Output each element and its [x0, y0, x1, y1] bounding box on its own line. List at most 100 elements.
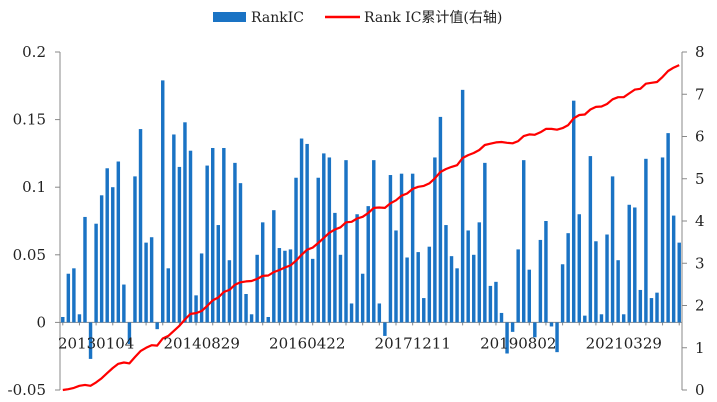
bar [416, 252, 420, 323]
bar [360, 273, 365, 323]
bar [410, 173, 415, 323]
bar [449, 256, 454, 323]
bar [216, 225, 220, 323]
bar [527, 269, 531, 323]
bar [233, 162, 237, 323]
y-right-tick-label: 0 [695, 381, 705, 399]
bar [333, 212, 337, 323]
bar [83, 216, 87, 323]
bar [660, 157, 665, 323]
bar [288, 249, 293, 323]
y-right-tick-label: 4 [695, 212, 705, 230]
bar [105, 168, 109, 323]
bar [122, 284, 126, 323]
bar [94, 223, 98, 323]
bar [427, 246, 432, 323]
y-right-tick-label: 2 [695, 297, 705, 315]
y-left-tick-label: 0 [36, 313, 46, 331]
bar [310, 258, 315, 323]
bar [399, 173, 404, 323]
legend-line-label: Rank IC累计值(右轴) [364, 10, 502, 26]
bar [283, 250, 287, 323]
x-tick-label: 20130104 [58, 334, 134, 352]
bar [366, 206, 370, 323]
bar [571, 100, 576, 323]
y-left-tick-label: 0.1 [22, 178, 46, 196]
x-tick-label: 20190802 [480, 334, 556, 352]
y-left-tick-label: 0.15 [13, 111, 46, 129]
bar [72, 268, 76, 323]
bar [649, 298, 654, 323]
bar [272, 210, 276, 323]
bar [433, 157, 437, 323]
bar [227, 260, 232, 323]
bar [444, 225, 448, 323]
bar [377, 303, 382, 323]
bar [199, 253, 204, 323]
bar [138, 129, 143, 323]
bar [405, 257, 409, 323]
bar [111, 187, 115, 323]
y-right-tick-label: 1 [695, 339, 705, 357]
bar [522, 160, 526, 323]
bar [344, 160, 348, 323]
x-tick-label: 20210329 [586, 334, 662, 352]
y-right-tick-label: 3 [695, 254, 705, 272]
bar [505, 322, 509, 354]
bar [205, 165, 209, 323]
bar [422, 298, 426, 323]
bar [610, 176, 615, 323]
bar [633, 207, 637, 323]
bar [149, 237, 154, 323]
bar [66, 273, 71, 323]
bar [544, 221, 548, 323]
legend-bar-label: RankIC [251, 10, 304, 26]
bar [549, 322, 554, 327]
bar [244, 294, 248, 323]
line-series [62, 64, 680, 392]
x-tick-label: 20171211 [375, 334, 451, 352]
bar [583, 315, 587, 323]
bar [266, 316, 270, 323]
bar-series [61, 80, 681, 359]
bar [644, 158, 648, 323]
bar [222, 147, 226, 323]
bar [472, 254, 476, 323]
bar [188, 150, 193, 323]
bar [166, 268, 171, 323]
legend-bar-swatch [213, 12, 246, 22]
bar [588, 156, 593, 323]
bar [211, 147, 215, 323]
tick-labels: -0.05 0 0.05 0.1 0.15 0.2 0 1 2 3 4 5 6 7 8 20130104 201… [8, 43, 705, 399]
bar [61, 316, 65, 323]
y-right-tick-label: 7 [695, 85, 705, 103]
bar [538, 239, 543, 323]
y-right-tick-label: 8 [695, 43, 705, 61]
bar [499, 312, 504, 323]
bar [355, 214, 359, 323]
bar [621, 314, 626, 323]
bar [533, 322, 537, 338]
bar [638, 289, 643, 323]
x-tick-label: 20160422 [269, 334, 345, 352]
bar [144, 242, 148, 323]
bar [249, 314, 254, 323]
bar [677, 242, 681, 323]
bar [177, 166, 182, 323]
bar [438, 116, 443, 323]
legend: RankIC Rank IC累计值(右轴) [213, 10, 502, 26]
bar [116, 161, 121, 323]
y-left-tick-label: -0.05 [8, 381, 46, 399]
bar [161, 80, 165, 323]
bar [488, 285, 493, 323]
bar [494, 281, 498, 323]
bar [327, 157, 332, 323]
bar [277, 248, 282, 323]
bar [394, 230, 398, 323]
bar [238, 183, 243, 323]
bar [294, 177, 298, 323]
bar [577, 214, 581, 323]
bar [616, 260, 620, 323]
bar [510, 322, 515, 332]
